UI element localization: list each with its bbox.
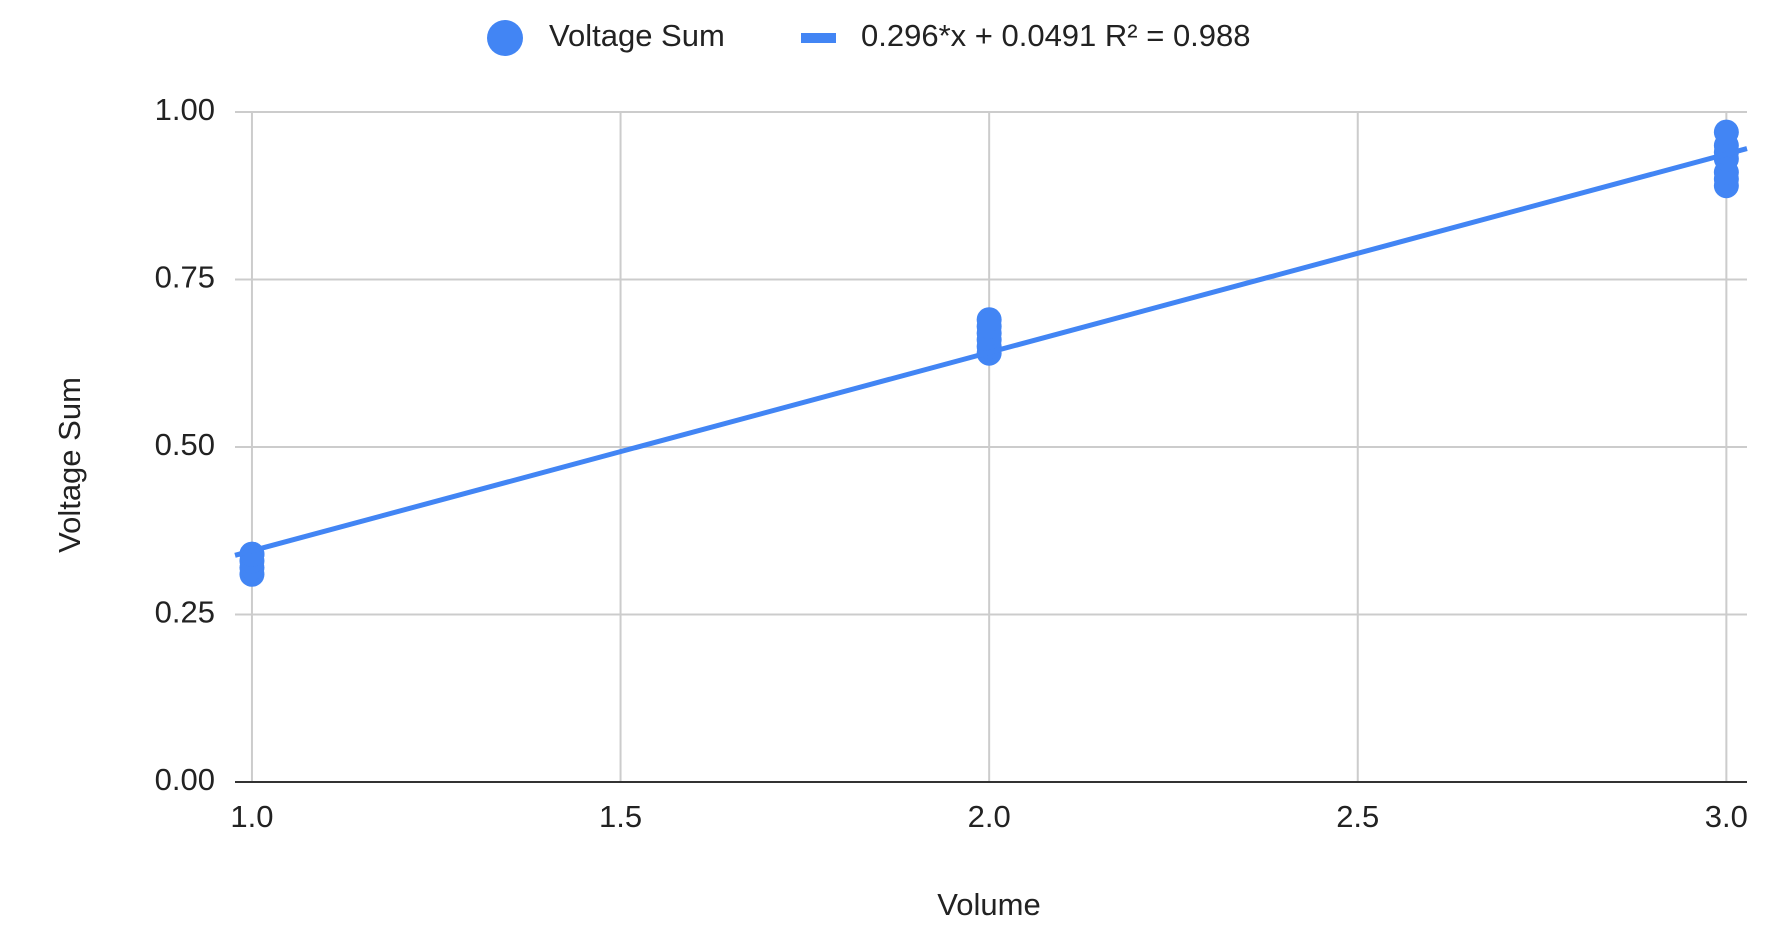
y-tick-label: 0.00 <box>155 762 215 797</box>
point <box>976 307 1002 333</box>
legend-label: Voltage Sum <box>549 18 725 53</box>
legend-label: 0.296*x + 0.0491 R² = 0.988 <box>861 18 1251 53</box>
legend-marker <box>801 33 836 43</box>
x-tick-label: 2.5 <box>1336 799 1379 834</box>
y-tick-label: 1.00 <box>155 92 215 127</box>
y-axis-title: Voltage Sum <box>52 377 87 553</box>
x-tick-label: 1.0 <box>230 799 273 834</box>
y-tick-label: 0.25 <box>155 595 215 630</box>
trendline <box>234 146 1748 558</box>
x-tick-label: 1.5 <box>599 799 642 834</box>
x-tick-label: 3.0 <box>1705 799 1748 834</box>
y-tick-label: 0.50 <box>155 427 215 462</box>
legend-marker <box>487 20 523 56</box>
point <box>1713 119 1739 145</box>
x-tick-label: 2.0 <box>968 799 1011 834</box>
y-tick-label: 0.75 <box>155 260 215 295</box>
x-axis-title: Volume <box>937 887 1040 922</box>
